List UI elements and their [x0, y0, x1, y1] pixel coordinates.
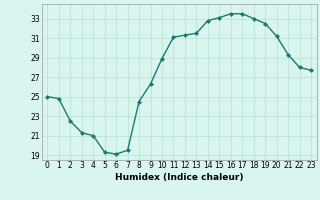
X-axis label: Humidex (Indice chaleur): Humidex (Indice chaleur) — [115, 173, 244, 182]
